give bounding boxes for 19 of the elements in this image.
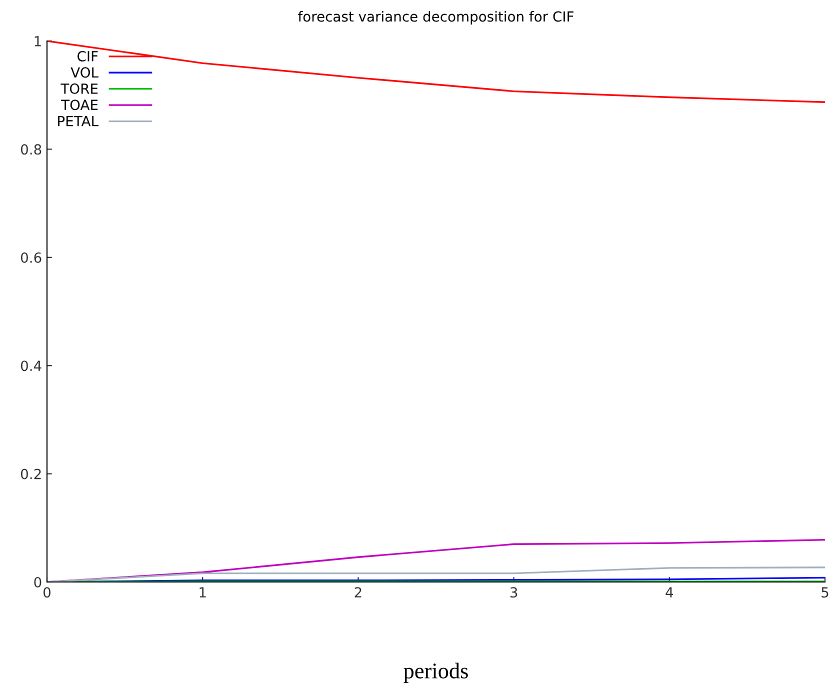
x-tick-label: 1 bbox=[200, 587, 206, 598]
x-axis-title: periods bbox=[404, 662, 468, 683]
y-tick-label: 0.8 bbox=[20, 144, 42, 155]
y-tick-label: 0.4 bbox=[20, 360, 42, 372]
x-tick-label: 4 bbox=[666, 587, 674, 598]
chart-title: forecast variance decomposition for CIF bbox=[298, 11, 574, 24]
legend-label: TOAE bbox=[61, 100, 98, 110]
legend-label: VOL bbox=[70, 67, 98, 78]
legend-label: TORE bbox=[60, 83, 98, 94]
x-tick-label: 2 bbox=[354, 587, 362, 598]
legend-label: CIF bbox=[78, 50, 98, 62]
y-tick-label: 0.6 bbox=[20, 252, 42, 263]
y-tick-label: 0 bbox=[34, 576, 42, 588]
legend-label: PETAL bbox=[58, 116, 98, 126]
y-tick-label: 1 bbox=[34, 36, 41, 46]
y-tick-label: 0.2 bbox=[20, 468, 41, 480]
x-tick-label: 0 bbox=[43, 587, 50, 598]
x-tick-label: 5 bbox=[822, 587, 828, 598]
x-tick-label: 3 bbox=[510, 587, 518, 598]
